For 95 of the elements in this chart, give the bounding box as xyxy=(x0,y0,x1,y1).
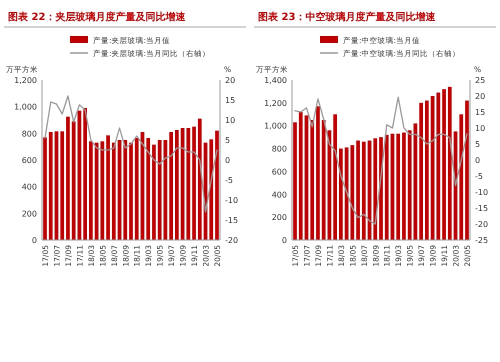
bar xyxy=(310,120,314,240)
bar xyxy=(454,131,458,240)
bar xyxy=(164,140,168,240)
bar xyxy=(94,142,98,240)
y2-tick-label: -20 xyxy=(475,220,488,229)
bar xyxy=(48,132,53,240)
bar xyxy=(322,120,326,240)
y-tick-label: 600 xyxy=(22,156,37,165)
y-tick-label: 0 xyxy=(32,236,37,245)
y2-tick-label: -10 xyxy=(475,188,488,197)
bar xyxy=(316,106,320,240)
y2-tick-label: -15 xyxy=(225,216,238,225)
bar xyxy=(414,123,418,240)
y2-tick-label: 10 xyxy=(475,124,486,133)
bar xyxy=(192,126,196,240)
bar xyxy=(408,130,412,240)
line-series xyxy=(44,95,218,213)
bar xyxy=(83,108,87,240)
y-tick-label: 1,200 xyxy=(14,76,37,85)
bar xyxy=(175,130,179,240)
y-tick-label: 1,000 xyxy=(264,122,287,131)
bar xyxy=(204,142,208,240)
bar xyxy=(362,142,366,240)
bar xyxy=(129,142,133,240)
bar xyxy=(146,138,150,240)
bar xyxy=(402,132,406,240)
y2-tick-label: -5 xyxy=(225,176,233,185)
y2-tick-label: 5 xyxy=(225,136,230,145)
y2-tick-label: -5 xyxy=(475,172,483,181)
y2-tick-label: 0 xyxy=(475,156,480,165)
bar xyxy=(384,134,389,240)
y-tick-label: 800 xyxy=(272,144,287,154)
y2-tick-label: -25 xyxy=(475,236,488,245)
bar xyxy=(215,130,219,240)
bar xyxy=(89,141,93,240)
y2-tick-label: 10 xyxy=(225,116,236,125)
bar xyxy=(186,128,190,240)
bar xyxy=(448,86,452,240)
bar xyxy=(396,134,400,240)
bar xyxy=(436,92,440,240)
line-series xyxy=(294,96,468,225)
bar xyxy=(60,131,64,240)
bar xyxy=(356,140,360,240)
bar xyxy=(425,100,429,240)
bar xyxy=(180,128,184,240)
bar xyxy=(112,142,116,240)
bar xyxy=(66,116,70,240)
y2-tick-label: 0 xyxy=(225,156,230,165)
bar xyxy=(430,96,434,240)
bar xyxy=(304,115,308,240)
y2-tick-label: -10 xyxy=(225,196,238,205)
y-tick-label: 200 xyxy=(272,213,287,222)
y-tick-label: 400 xyxy=(22,182,37,192)
y2-tick-label: 25 xyxy=(475,76,486,85)
bar xyxy=(100,141,104,240)
chart-title: 图表 22：夹层玻璃月度产量及同比增速 xyxy=(8,11,186,23)
bar xyxy=(158,140,162,240)
bar xyxy=(123,140,128,240)
bar xyxy=(442,89,446,240)
bar xyxy=(134,138,139,240)
bar xyxy=(328,130,332,240)
bar xyxy=(169,132,173,240)
bar xyxy=(106,135,110,240)
y2-tick-label: -15 xyxy=(475,204,488,213)
y2-tick-label: 20 xyxy=(225,76,236,85)
y2-tick-label: 15 xyxy=(225,96,236,105)
bar xyxy=(390,134,394,240)
bar xyxy=(344,147,348,240)
bar xyxy=(368,140,372,240)
chart-title: 图表 23：中空玻璃月度产量及同比增速 xyxy=(258,11,436,23)
y2-tick-label: 20 xyxy=(475,92,486,101)
y-tick-label: 0 xyxy=(282,236,287,245)
bar xyxy=(152,144,156,240)
y-tick-label: 1,200 xyxy=(264,98,287,108)
bar xyxy=(72,121,76,240)
bar xyxy=(465,100,469,240)
bar xyxy=(419,102,423,240)
y-tick-label: 200 xyxy=(22,209,37,218)
y2-tick-label: -20 xyxy=(225,236,238,245)
bar xyxy=(78,110,82,240)
bar xyxy=(298,112,303,240)
y2-tick-label: 5 xyxy=(475,140,480,149)
bar xyxy=(118,140,122,240)
y2-tick-label: 15 xyxy=(475,108,486,117)
bar xyxy=(293,122,297,240)
y-tick-label: 800 xyxy=(22,129,37,138)
bar xyxy=(54,131,58,240)
bar xyxy=(43,137,47,240)
y-tick-label: 400 xyxy=(272,190,287,200)
bar xyxy=(140,132,144,240)
bar xyxy=(350,145,354,240)
y-tick-label: 1,400 xyxy=(264,76,287,85)
y-tick-label: 1,000 xyxy=(14,102,37,112)
y-tick-label: 600 xyxy=(272,167,287,176)
bar xyxy=(333,114,337,240)
